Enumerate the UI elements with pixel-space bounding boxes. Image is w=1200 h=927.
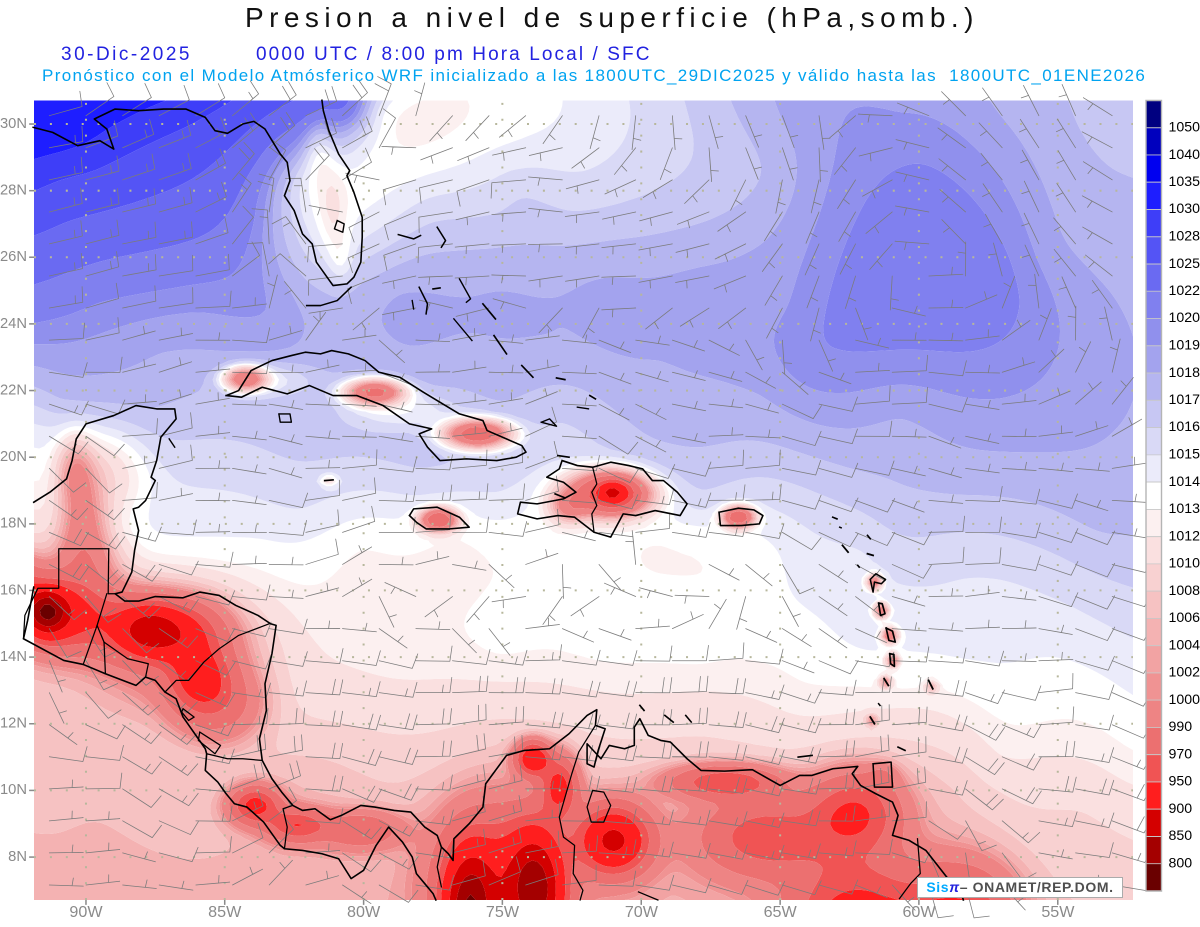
svg-text:800: 800 — [1168, 855, 1192, 871]
svg-text:950: 950 — [1168, 774, 1192, 790]
svg-text:1015: 1015 — [1168, 446, 1200, 462]
svg-text:1006: 1006 — [1168, 610, 1200, 626]
svg-text:1013: 1013 — [1168, 501, 1200, 517]
svg-text:1012: 1012 — [1168, 528, 1200, 544]
svg-text:14N: 14N — [0, 649, 27, 665]
svg-text:1022: 1022 — [1168, 283, 1200, 299]
svg-text:850: 850 — [1168, 828, 1192, 844]
svg-text:1050: 1050 — [1168, 119, 1200, 135]
svg-text:12N: 12N — [0, 715, 27, 731]
svg-text:1020: 1020 — [1168, 310, 1200, 326]
svg-text:20N: 20N — [0, 449, 27, 465]
svg-text:1025: 1025 — [1168, 256, 1200, 272]
svg-text:1019: 1019 — [1168, 337, 1200, 353]
svg-text:18N: 18N — [0, 516, 27, 532]
svg-text:75W: 75W — [486, 903, 520, 921]
svg-text:55W: 55W — [1041, 903, 1075, 921]
svg-text:1004: 1004 — [1168, 637, 1200, 653]
svg-text:16N: 16N — [0, 582, 27, 598]
svg-text:22N: 22N — [0, 382, 27, 398]
svg-text:28N: 28N — [0, 182, 27, 198]
svg-text:90W: 90W — [69, 903, 103, 921]
svg-text:1028: 1028 — [1168, 228, 1200, 244]
svg-text:80W: 80W — [347, 903, 381, 921]
svg-text:1008: 1008 — [1168, 583, 1200, 599]
svg-text:8N: 8N — [8, 849, 27, 865]
svg-text:1000: 1000 — [1168, 692, 1200, 708]
svg-text:10N: 10N — [0, 782, 27, 798]
svg-text:900: 900 — [1168, 801, 1192, 817]
svg-text:1035: 1035 — [1168, 174, 1200, 190]
svg-text:1016: 1016 — [1168, 419, 1200, 435]
svg-text:1030: 1030 — [1168, 201, 1200, 217]
svg-text:65W: 65W — [764, 903, 798, 921]
svg-text:26N: 26N — [0, 249, 27, 265]
svg-text:30N: 30N — [0, 116, 27, 132]
svg-text:24N: 24N — [0, 316, 27, 332]
svg-text:970: 970 — [1168, 746, 1192, 762]
svg-text:1014: 1014 — [1168, 474, 1200, 490]
svg-text:1002: 1002 — [1168, 665, 1200, 681]
svg-text:1017: 1017 — [1168, 392, 1200, 408]
svg-text:1040: 1040 — [1168, 147, 1200, 163]
svg-text:85W: 85W — [208, 903, 242, 921]
svg-text:990: 990 — [1168, 719, 1192, 735]
svg-text:1010: 1010 — [1168, 556, 1200, 572]
svg-text:1018: 1018 — [1168, 365, 1200, 381]
svg-text:70W: 70W — [625, 903, 659, 921]
svg-text:60W: 60W — [902, 903, 936, 921]
